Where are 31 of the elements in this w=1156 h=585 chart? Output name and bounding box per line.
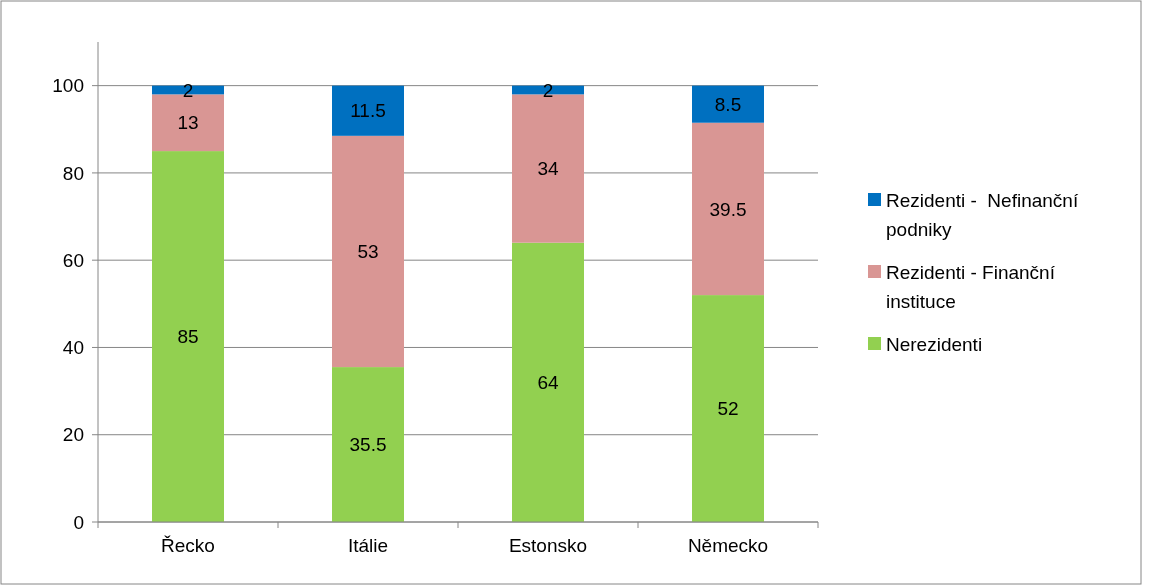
bar (692, 85, 764, 123)
bar (512, 242, 584, 522)
legend-label: Rezidenti - Nefinanční podniky (886, 189, 1079, 240)
data-label: 52 (717, 398, 739, 420)
bar (332, 367, 404, 522)
y-tick-label: 60 (62, 249, 84, 271)
y-tick-label: 100 (52, 75, 84, 97)
x-tick-label: Německo (687, 535, 769, 556)
data-label: 85 (177, 326, 199, 348)
data-label: 13 (177, 112, 199, 134)
data-label: 11.5 (350, 100, 386, 122)
x-tick-label: Itálie (347, 535, 389, 556)
data-label: 34 (537, 158, 559, 180)
bar (692, 122, 764, 296)
y-tick-label: 40 (62, 337, 84, 359)
y-tick-label: 80 (62, 162, 84, 184)
x-tick-label: Estonsko (508, 535, 588, 556)
bar (332, 135, 404, 368)
y-tick-label: 0 (73, 511, 84, 533)
data-label: 64 (537, 372, 559, 394)
y-tick-label: 20 (62, 424, 84, 446)
legend-label: Rezidenti - Finanční instituce (886, 261, 1056, 312)
bar (152, 151, 224, 522)
x-tick-label: Řecko (161, 535, 215, 556)
data-label: 39.5 (709, 198, 747, 220)
data-label: 35.5 (349, 434, 387, 456)
data-label: 53 (357, 241, 379, 263)
data-label: 8.5 (714, 93, 742, 115)
legend-label: Nerezidenti (886, 333, 983, 355)
bar (692, 295, 764, 522)
bar (332, 85, 404, 136)
